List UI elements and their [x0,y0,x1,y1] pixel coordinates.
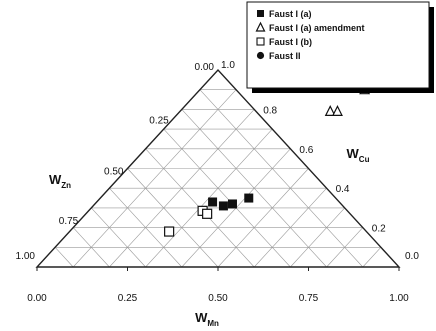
point-open-square [202,208,213,219]
bottom-tick-label: 0.25 [118,293,138,304]
right-tick-label: 0.6 [299,145,313,156]
point-open-triangle [324,105,336,116]
right-axis-title-sub: Cu [359,155,370,164]
open-triangle-icon [255,21,266,32]
point-filled-square [244,193,254,203]
bottom-tick-label: 1.00 [389,293,409,304]
grid-line-zn [72,227,110,268]
point-filled-square [227,199,237,209]
left-tick-label: 1.00 [16,251,36,262]
legend-label: Faust I (a) [269,9,312,19]
legend-item-faust-1a: Faust I (a) [257,9,312,19]
grid-line-zn [163,128,291,268]
bottom-tick-label: 0.75 [299,293,319,304]
left-tick-label: 0.25 [149,115,169,126]
right-axis-ticks: 0.0 0.2 0.4 0.6 0.8 1.0 [221,60,419,262]
grid-line-zn [199,89,364,268]
grid-line-zn [109,187,183,268]
open-square-icon [256,37,265,46]
left-axis-ticks: 0.00 0.25 0.50 0.75 1.00 [16,62,215,262]
bottom-axis-ticks: 0.00 0.25 0.50 0.75 1.00 [27,267,409,304]
point-open-square [164,226,175,237]
grid-lines [54,89,382,268]
grid-line-mn [290,207,345,268]
bottom-axis-title-main: W [195,310,208,325]
bottom-axis-title: WMn [195,310,219,328]
legend-item-faust-2: Faust II [256,51,301,61]
right-axis-title-main: W [347,146,360,161]
legend-label: Faust II [269,51,301,61]
left-tick-label: 0.00 [195,62,215,73]
bottom-tick-label: 0.50 [208,293,228,304]
bottom-tick-label: 0.00 [27,293,47,304]
left-tick-label: 0.75 [59,216,79,227]
right-tick-label: 0.4 [336,184,350,195]
left-tick-label: 0.50 [104,167,124,178]
right-tick-label: 0.8 [263,105,277,116]
grid-line-zn [91,207,146,268]
point-open-triangle [331,105,343,116]
legend-box [246,1,430,89]
right-tick-label: 1.0 [221,60,235,71]
legend-item-faust-1a-amendment: Faust I (a) amendment [255,21,365,33]
legend-label: Faust I (a) amendment [269,23,365,33]
right-tick-label: 0.2 [372,224,386,235]
left-axis-title-sub: Zn [61,181,71,190]
left-axis-title-main: W [49,172,62,187]
legend-label: Faust I (b) [269,37,312,47]
grid-line-mn [253,187,327,268]
grid-line-zn [54,247,74,268]
grid-line-zn [127,168,219,268]
grid-line-mn [217,168,309,268]
bottom-axis-title-sub: Mn [207,319,219,328]
left-axis-title: WZn [49,172,71,190]
grid-line-mn [362,247,382,268]
right-axis-title: WCu [347,146,370,164]
point-filled-square [208,197,218,207]
point-filled-square [218,201,228,211]
data-points [164,77,374,237]
grid-line-mn [326,227,364,268]
legend: Faust I (a) Faust I (a) amendment Faust … [246,1,434,93]
filled-square-icon [257,10,264,17]
filled-circle-icon [256,51,265,60]
legend-item-faust-1b: Faust I (b) [256,37,312,47]
grid-line-mn [72,89,237,268]
right-tick-label: 0.0 [405,251,419,262]
